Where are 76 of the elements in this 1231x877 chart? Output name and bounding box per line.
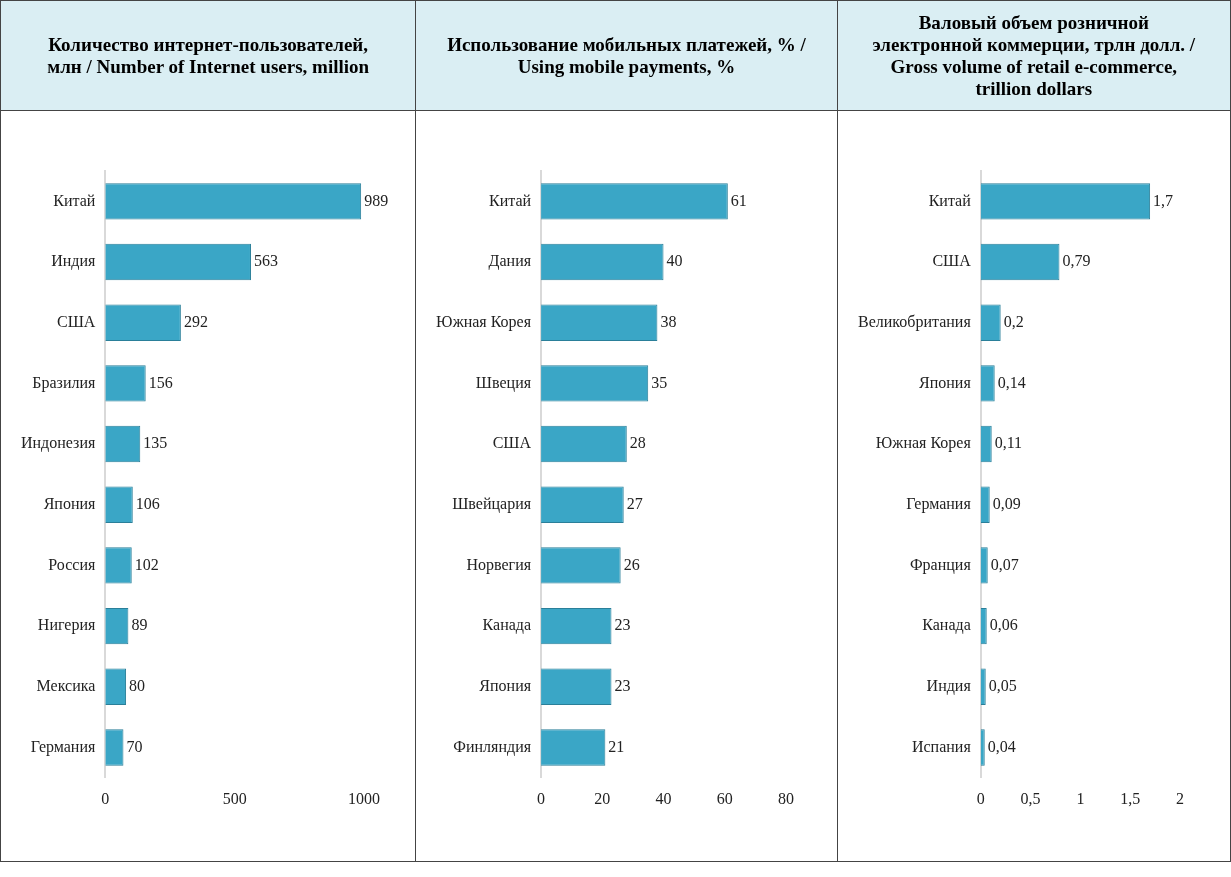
y-tick-label: Канада — [482, 616, 532, 635]
y-tick-label: Швеция — [476, 373, 533, 392]
data-label: 135 — [143, 434, 168, 452]
chart-title: Использование мобильных платежей, % / Using mobile payments, % — [416, 1, 837, 111]
data-label: 35 — [651, 373, 668, 391]
data-label: 292 — [183, 312, 208, 330]
data-label: 80 — [129, 676, 146, 694]
x-tick-label: 20 — [594, 789, 611, 807]
data-label: 106 — [135, 494, 160, 512]
data-label: 563 — [253, 252, 278, 270]
data-label: 28 — [630, 434, 647, 452]
data-label: 102 — [134, 555, 159, 573]
data-label: 1,7 — [1152, 191, 1173, 209]
data-label: 0,2 — [1003, 312, 1024, 330]
data-label: 0,05 — [988, 676, 1017, 694]
data-label: 23 — [614, 676, 631, 694]
x-tick-label: 80 — [778, 789, 795, 807]
y-tick-label: Франция — [909, 555, 972, 574]
x-tick-label: 0,5 — [1020, 789, 1041, 807]
y-tick-label: Мексика — [36, 676, 96, 694]
y-tick-label: Германия — [30, 737, 96, 756]
y-tick-label: Индия — [926, 676, 972, 695]
x-tick-label: 1 — [1076, 789, 1085, 807]
data-label: 70 — [126, 737, 143, 755]
y-tick-label: Китай — [928, 191, 971, 209]
y-tick-label: Япония — [479, 676, 533, 694]
data-label: 38 — [660, 312, 677, 330]
x-tick-label: 0 — [976, 789, 985, 807]
y-tick-label: Индонезия — [21, 434, 96, 453]
chart-title: Количество интернет-пользователей, млн / Number of Internet users, million — [1, 1, 416, 111]
y-tick-label: Южная Корея — [875, 434, 972, 453]
y-tick-label: США — [932, 252, 971, 270]
data-label: 0,07 — [990, 555, 1019, 573]
y-tick-label: Испания — [911, 737, 972, 755]
y-tick-label: Япония — [918, 373, 972, 391]
y-tick-label: Швейцария — [452, 494, 533, 513]
data-label: 23 — [614, 616, 631, 634]
y-tick-label: Великобритания — [857, 312, 972, 331]
data-label: 61 — [731, 191, 748, 209]
data-label: 989 — [364, 191, 389, 209]
data-label: 0,06 — [989, 616, 1018, 634]
x-tick-label: 60 — [717, 789, 734, 807]
y-tick-label: Германия — [905, 494, 972, 513]
y-tick-label: Бразилия — [32, 373, 96, 392]
y-tick-label: Финляндия — [453, 737, 533, 756]
y-tick-label: Китай — [53, 191, 96, 209]
data-label: 26 — [623, 555, 640, 573]
y-tick-label: Китай — [489, 191, 532, 209]
y-tick-label: Дания — [488, 252, 533, 271]
y-tick-label: Россия — [48, 555, 96, 573]
data-label: 156 — [148, 373, 173, 391]
data-label: 0,14 — [997, 373, 1026, 391]
x-tick-label: 0 — [101, 789, 110, 807]
y-tick-label: США — [56, 312, 96, 330]
data-label: 40 — [666, 252, 683, 270]
y-tick-label: Индия — [51, 252, 96, 271]
data-label: 0,11 — [994, 434, 1022, 452]
x-tick-label: 500 — [222, 789, 247, 807]
x-tick-label: 1000 — [348, 789, 380, 807]
x-tick-label: 40 — [655, 789, 672, 807]
data-label: 0,04 — [987, 737, 1016, 755]
y-tick-label: Нигерия — [37, 616, 96, 635]
y-tick-label: Япония — [43, 494, 96, 512]
x-tick-label: 1,5 — [1119, 789, 1140, 807]
x-tick-label: 0 — [537, 789, 546, 807]
data-label: 21 — [608, 737, 625, 755]
data-label: 0,79 — [1062, 252, 1091, 270]
y-tick-label: Южная Корея — [436, 312, 533, 331]
x-tick-label: 2 — [1175, 789, 1184, 807]
y-tick-label: Норвегия — [466, 555, 533, 574]
chart-title: Валовый объем розничной электронной коммерции, трлн долл. / Gross volume of retail e-commerce, trillion dollars — [837, 1, 1230, 111]
data-label: 27 — [627, 494, 644, 512]
y-tick-label: Канада — [921, 616, 971, 635]
data-label: 0,09 — [992, 494, 1021, 512]
y-tick-label: США — [493, 434, 532, 452]
data-label: 89 — [131, 616, 148, 634]
